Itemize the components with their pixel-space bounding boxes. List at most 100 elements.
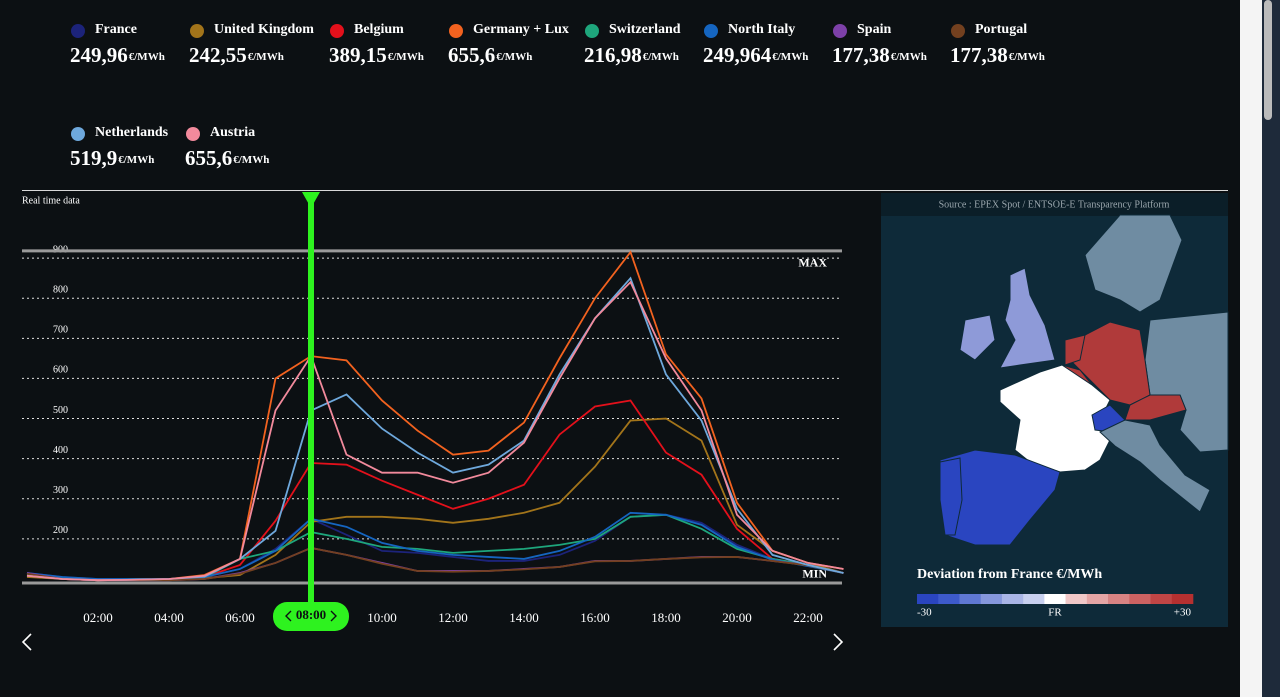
scale-step	[1108, 594, 1130, 604]
legend-item[interactable]: Austria 655,6€/MWh	[185, 125, 269, 170]
legend-swatch	[585, 24, 599, 38]
france	[999, 364, 1111, 473]
legend-unit: €/MWh	[129, 51, 165, 63]
legend-swatch	[951, 24, 965, 38]
countries	[939, 214, 1229, 546]
legend-item[interactable]: Germany + Lux 655,6€/MWh	[448, 22, 569, 67]
x-tick-label: 22:00	[793, 610, 823, 625]
scale-step	[938, 594, 960, 604]
legend-unit: €/MWh	[496, 51, 532, 63]
y-tick-label: 500	[53, 405, 68, 416]
x-tick-label: 12:00	[438, 610, 468, 625]
legend-number: 242,55	[189, 43, 247, 67]
scale-step	[1129, 594, 1151, 604]
scale-max: +30	[1174, 607, 1192, 619]
x-tick-label: 04:00	[154, 610, 184, 625]
map-header	[881, 193, 1228, 216]
time-selector[interactable]	[273, 602, 349, 631]
legend-name: United Kingdom	[214, 22, 314, 37]
legend-number: 519,9	[70, 146, 117, 170]
ireland	[959, 314, 996, 361]
time-prev	[285, 610, 292, 622]
time-cursor-head	[302, 192, 320, 208]
legend-number: 249,964	[703, 43, 772, 67]
legend-item[interactable]: France 249,96€/MWh	[70, 22, 165, 67]
scale-step	[1044, 594, 1066, 604]
x-tick-label: 06:00	[225, 610, 255, 625]
y-tick-label: 700	[53, 325, 68, 336]
legend-value: 177,38€/MWh	[950, 43, 1045, 67]
legend-name: Switzerland	[609, 22, 681, 37]
scale-step	[1001, 594, 1024, 604]
y-tick-label: 300	[53, 485, 68, 496]
legend-name: Netherlands	[95, 125, 169, 140]
legend-value: 177,38€/MWh	[832, 43, 927, 67]
legend-name: France	[95, 22, 137, 37]
legend-unit: €/MWh	[248, 51, 284, 63]
series-line	[26, 547, 844, 582]
scale-step	[1171, 594, 1194, 604]
side-strip	[1262, 0, 1280, 697]
legend-swatch	[833, 24, 847, 38]
legend-value: 249,96€/MWh	[70, 43, 165, 67]
scale-step	[1150, 594, 1173, 604]
reference-label: MAX	[798, 256, 827, 270]
x-tick-label: 20:00	[722, 610, 752, 625]
scrollbar[interactable]	[1264, 0, 1272, 120]
legend-value: 389,15€/MWh	[329, 43, 424, 67]
legend-item[interactable]: United Kingdom 242,55€/MWh	[189, 22, 314, 67]
legend-item[interactable]: Switzerland 216,98€/MWh	[584, 22, 681, 67]
legend-swatch	[449, 24, 463, 38]
next-arrow[interactable]	[833, 633, 844, 651]
page-edge	[1240, 0, 1262, 697]
y-tick-label: 800	[53, 285, 68, 296]
legend-item[interactable]: Portugal 177,38€/MWh	[950, 22, 1045, 67]
legend-unit: €/MWh	[891, 51, 927, 63]
reference-label: MIN	[802, 567, 827, 581]
time-cursor	[308, 196, 314, 606]
legend-value: 242,55€/MWh	[189, 43, 284, 67]
scale-step	[917, 594, 939, 604]
legend-number: 249,96	[70, 43, 128, 67]
legend-number: 655,6	[185, 146, 232, 170]
legend-unit: €/MWh	[1009, 51, 1045, 63]
legend-value: 655,6€/MWh	[448, 43, 532, 67]
scale-step	[1086, 594, 1109, 604]
map-source: Source : EPEX Spot / ENTSOE-E Transparen…	[939, 199, 1170, 210]
series-line	[26, 280, 844, 582]
legend-swatch	[190, 24, 204, 38]
legend-number: 655,6	[448, 43, 495, 67]
x-tick-label: 18:00	[651, 610, 681, 625]
prev-arrow[interactable]	[21, 633, 32, 651]
legend-name: Spain	[857, 22, 891, 37]
y-tick-label: 200	[53, 525, 68, 536]
scale-step	[1023, 594, 1045, 604]
legend-item[interactable]: North Italy 249,964€/MWh	[703, 22, 808, 67]
legend-number: 177,38	[832, 43, 890, 67]
legend-name: North Italy	[728, 22, 795, 37]
legend-item[interactable]: Netherlands 519,9€/MWh	[70, 125, 169, 170]
legend-name: Portugal	[975, 22, 1027, 37]
legend-item[interactable]: Spain 177,38€/MWh	[832, 22, 927, 67]
scale-step	[980, 594, 1003, 604]
color-scale	[917, 594, 1194, 604]
x-tick-label: 14:00	[509, 610, 539, 625]
legend-value: 519,9€/MWh	[70, 146, 154, 170]
y-tick-label: 400	[53, 445, 68, 456]
map-legend-title: Deviation from France €/MWh	[917, 567, 1102, 582]
grid: 200300400500600700800900MAXMIN02:0004:00…	[22, 244, 842, 625]
legend-item[interactable]: Belgium 389,15€/MWh	[329, 22, 424, 67]
legend-swatch	[186, 127, 200, 141]
x-tick-label: 16:00	[580, 610, 610, 625]
legend-swatch	[71, 24, 85, 38]
legend-name: Austria	[210, 125, 255, 140]
legend-value: 249,964€/MWh	[703, 43, 808, 67]
legend-name: Belgium	[354, 22, 404, 37]
scale-min: -30	[917, 607, 932, 619]
legend-value: 655,6€/MWh	[185, 146, 269, 170]
legend-swatch	[71, 127, 85, 141]
legend-number: 389,15	[329, 43, 387, 67]
legend-number: 216,98	[584, 43, 642, 67]
y-tick-label: 600	[53, 365, 68, 376]
